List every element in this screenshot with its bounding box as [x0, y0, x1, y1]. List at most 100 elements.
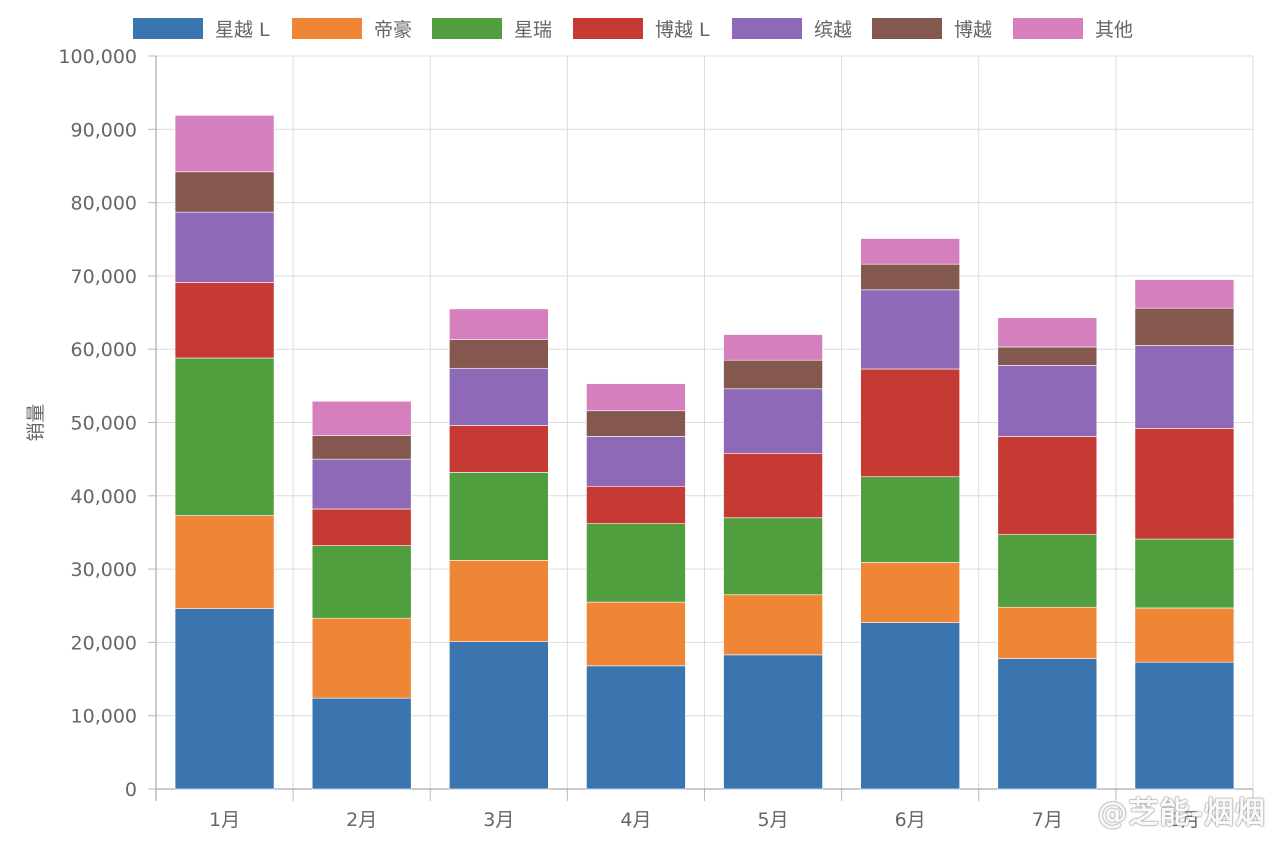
legend-label: 缤越	[814, 18, 853, 41]
bar-segment	[723, 388, 823, 454]
y-tick-label: 20,000	[71, 632, 137, 654]
legend-item: 帝豪	[292, 12, 412, 44]
bar-segment	[586, 665, 686, 790]
y-tick-label: 40,000	[71, 486, 137, 508]
bar-segment	[997, 365, 1098, 437]
bar-segment	[449, 425, 549, 473]
bar-segment	[1134, 307, 1235, 346]
bar-segment	[860, 476, 960, 563]
legend-swatch	[432, 17, 502, 39]
bar-segment	[1134, 538, 1235, 609]
x-tick-label: 2月	[346, 809, 377, 831]
y-axis-label: 销量	[25, 403, 47, 441]
legend-label: 博越 L	[655, 18, 710, 41]
bar-segment	[174, 515, 275, 609]
x-tick-label: 4月	[620, 809, 651, 831]
bar-segment	[860, 289, 960, 370]
bar-segment	[174, 608, 275, 790]
bar-segment	[1134, 279, 1235, 309]
bar-segment	[449, 641, 549, 790]
bar-segment	[997, 606, 1098, 659]
bar-segment	[723, 654, 823, 790]
bar-segment	[174, 211, 275, 283]
legend-label: 帝豪	[374, 18, 413, 41]
legend-item: 博越 L	[573, 12, 710, 44]
x-tick-label: 7月	[1032, 809, 1063, 831]
bar-segment	[723, 517, 823, 596]
bar-segment	[174, 171, 275, 213]
bar-segment	[1134, 607, 1235, 663]
bar-segment	[1134, 661, 1235, 790]
legend-swatch	[292, 17, 362, 39]
bar-segment	[723, 359, 823, 390]
bar-segment	[586, 485, 686, 524]
bar-segment	[311, 435, 412, 460]
legend-swatch	[573, 17, 643, 39]
bar-segment	[174, 115, 275, 173]
bar-segment	[723, 594, 823, 656]
bar-segment	[449, 472, 549, 561]
bar-segment	[311, 458, 412, 510]
x-tick-label: 8月	[1169, 809, 1200, 831]
legend-item: 缤越	[732, 12, 852, 44]
bar-segment	[449, 367, 549, 426]
y-tick-label: 0	[125, 779, 137, 801]
legend-swatch	[133, 17, 203, 39]
legend-item: 博越	[872, 12, 992, 44]
legend-item: 其他	[1013, 12, 1133, 44]
legend-label: 星瑞	[514, 18, 553, 41]
bar-segment	[311, 400, 412, 436]
y-tick-label: 10,000	[71, 706, 137, 728]
bar-segment	[449, 560, 549, 642]
legend-swatch	[732, 17, 802, 39]
bar-segment	[174, 282, 275, 359]
bar-segment	[997, 346, 1098, 366]
legend-label: 博越	[954, 18, 993, 41]
bar-segment	[1134, 428, 1235, 540]
bar-segment	[723, 334, 823, 361]
y-tick-label: 90,000	[71, 119, 137, 141]
bar-segment	[997, 317, 1098, 348]
legend-swatch	[872, 17, 942, 39]
y-tick-label: 60,000	[71, 339, 137, 361]
x-tick-label: 5月	[758, 809, 789, 831]
y-tick-label: 100,000	[58, 46, 137, 68]
bar-segment	[860, 263, 960, 291]
bar-segment	[860, 562, 960, 623]
bar-segment	[860, 238, 960, 265]
bar-segment	[311, 545, 412, 619]
bar-segment	[586, 436, 686, 487]
bar-segment	[860, 622, 960, 790]
x-tick-label: 3月	[483, 809, 514, 831]
bar-segment	[449, 308, 549, 340]
legend-label: 其他	[1095, 18, 1134, 41]
bar-segment	[997, 436, 1098, 535]
watermark: @芝能-烟烟	[1097, 796, 1266, 831]
chart-legend: 星越 L 帝豪 星瑞 博越 L 缤越 博越 其他	[0, 12, 1280, 44]
legend-swatch	[1013, 17, 1083, 39]
bar-segment	[586, 523, 686, 603]
bar-segment	[1134, 345, 1235, 429]
bar-segment	[997, 658, 1098, 790]
bar-segment	[860, 368, 960, 478]
bar-segment	[586, 601, 686, 667]
legend-item: 星越 L	[133, 12, 270, 44]
y-tick-label: 70,000	[71, 266, 137, 288]
bar-segment	[449, 339, 549, 369]
bar-segment	[997, 534, 1098, 608]
y-tick-label: 80,000	[71, 193, 137, 215]
bar-segment	[311, 617, 412, 699]
bar-segment	[586, 410, 686, 437]
bar-segment	[723, 452, 823, 519]
x-tick-label: 6月	[895, 809, 926, 831]
bar-segment	[174, 357, 275, 516]
y-tick-label: 50,000	[71, 413, 137, 435]
bar-segment	[311, 508, 412, 546]
x-tick-label: 1月	[209, 809, 240, 831]
legend-item: 星瑞	[432, 12, 552, 44]
y-tick-label: 30,000	[71, 559, 137, 581]
bar-segment	[311, 697, 412, 790]
legend-label: 星越 L	[215, 18, 270, 41]
bar-segment	[586, 383, 686, 412]
